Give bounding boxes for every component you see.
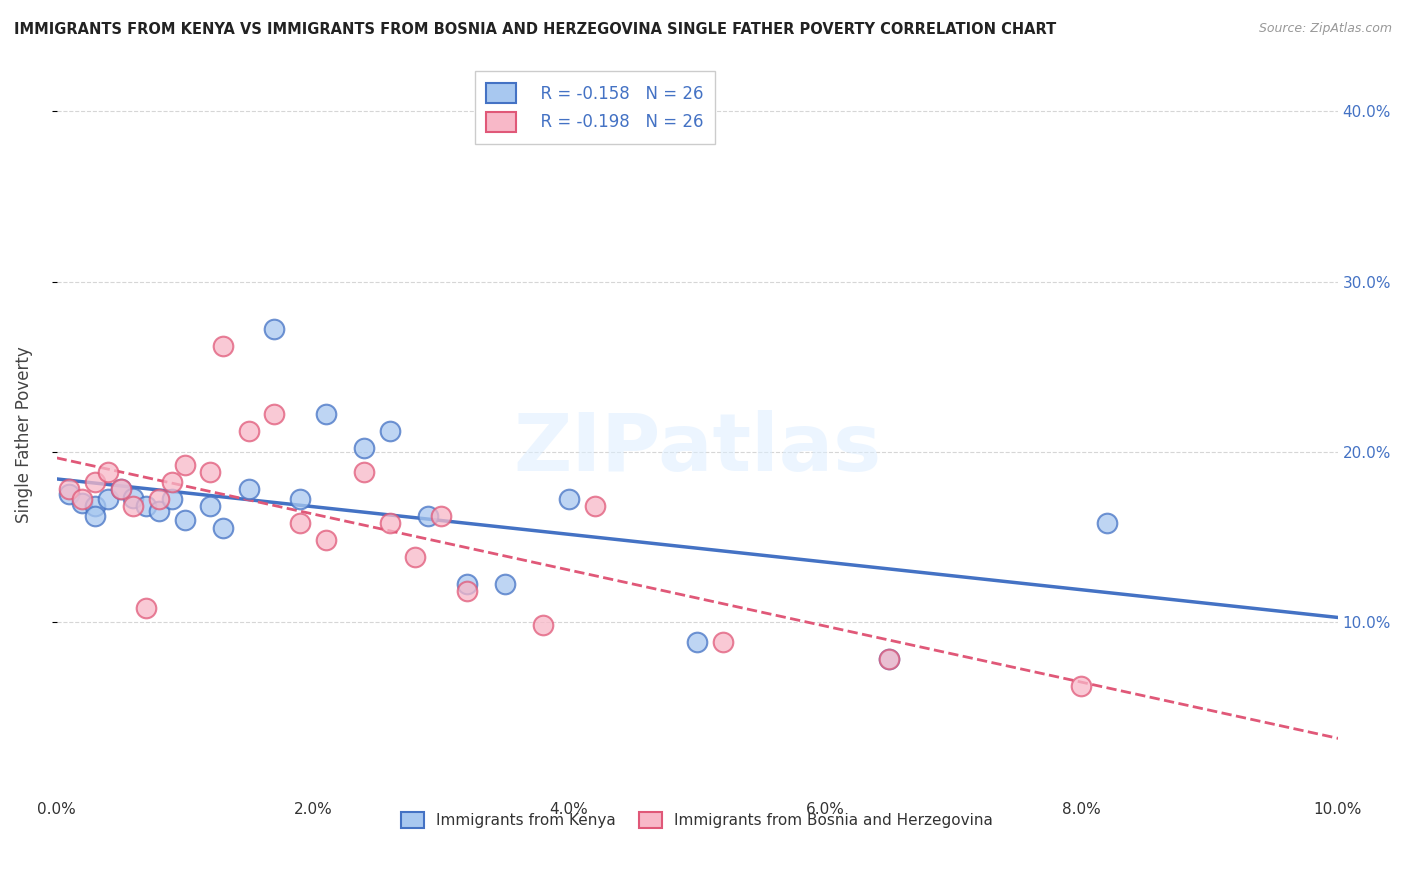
Point <box>135 601 157 615</box>
Point <box>315 533 337 548</box>
Legend: Immigrants from Kenya, Immigrants from Bosnia and Herzegovina: Immigrants from Kenya, Immigrants from B… <box>395 806 1000 834</box>
Point <box>173 458 195 473</box>
Point <box>288 516 311 531</box>
Point <box>353 442 375 456</box>
Point <box>84 499 107 513</box>
Point <box>583 499 606 513</box>
Point <box>558 492 581 507</box>
Point <box>404 550 426 565</box>
Point <box>70 496 93 510</box>
Text: ZIPatlas: ZIPatlas <box>513 410 882 488</box>
Point <box>122 499 145 513</box>
Point <box>110 482 132 496</box>
Point <box>686 635 709 649</box>
Point <box>200 465 222 479</box>
Point <box>1070 680 1092 694</box>
Point <box>84 509 107 524</box>
Point <box>238 425 260 439</box>
Point <box>84 475 107 490</box>
Point <box>97 465 120 479</box>
Point <box>212 521 235 535</box>
Point <box>494 577 516 591</box>
Point <box>122 491 145 505</box>
Point <box>1095 516 1118 531</box>
Point <box>877 652 900 666</box>
Point <box>263 322 285 336</box>
Point <box>110 482 132 496</box>
Y-axis label: Single Father Poverty: Single Father Poverty <box>15 346 32 523</box>
Text: IMMIGRANTS FROM KENYA VS IMMIGRANTS FROM BOSNIA AND HERZEGOVINA SINGLE FATHER PO: IMMIGRANTS FROM KENYA VS IMMIGRANTS FROM… <box>14 22 1056 37</box>
Point <box>263 407 285 421</box>
Point <box>160 475 183 490</box>
Point <box>148 492 170 507</box>
Point <box>877 652 900 666</box>
Point <box>378 516 401 531</box>
Point <box>711 635 734 649</box>
Point <box>531 618 554 632</box>
Point <box>456 577 478 591</box>
Point <box>238 482 260 496</box>
Point <box>315 407 337 421</box>
Point <box>160 492 183 507</box>
Point <box>456 584 478 599</box>
Point <box>430 509 453 524</box>
Text: Source: ZipAtlas.com: Source: ZipAtlas.com <box>1258 22 1392 36</box>
Point <box>58 482 80 496</box>
Point <box>135 499 157 513</box>
Point <box>173 513 195 527</box>
Point <box>288 492 311 507</box>
Point <box>212 339 235 353</box>
Point <box>416 509 439 524</box>
Point <box>200 499 222 513</box>
Point <box>58 487 80 501</box>
Point <box>97 492 120 507</box>
Point <box>148 504 170 518</box>
Point <box>378 425 401 439</box>
Point <box>353 465 375 479</box>
Point <box>70 492 93 507</box>
